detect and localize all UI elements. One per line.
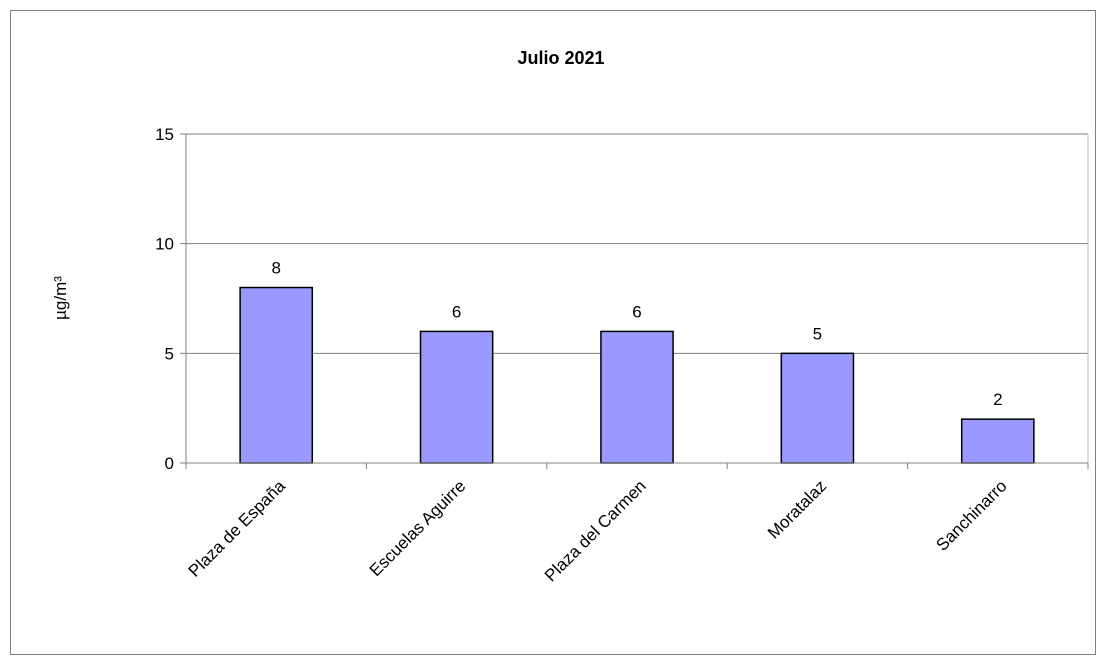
data-label: 6 xyxy=(452,302,461,321)
category-label: Plaza del Carmen xyxy=(541,476,650,585)
y-tick-label: 5 xyxy=(165,344,174,363)
bar xyxy=(780,352,855,464)
bar xyxy=(419,330,494,464)
category-label: Escuelas Aguirre xyxy=(366,476,470,580)
category-label: Moratalaz xyxy=(764,476,830,542)
category-label: Sanchinarro xyxy=(932,476,1010,554)
y-tick-label: 0 xyxy=(165,454,174,473)
bar xyxy=(600,330,674,464)
bar xyxy=(239,286,314,464)
y-tick-label: 10 xyxy=(155,235,174,254)
data-label: 8 xyxy=(271,259,280,278)
data-label: 6 xyxy=(632,302,641,321)
chart-title: Julio 2021 xyxy=(517,48,604,68)
y-axis-label: µg/m³ xyxy=(51,276,70,320)
data-label: 5 xyxy=(813,324,822,343)
category-label: Plaza de España xyxy=(185,476,290,581)
chart-frame xyxy=(10,10,1096,655)
bars: 8 6 6 5 2 xyxy=(239,259,1035,464)
bar xyxy=(960,418,1035,464)
data-label: 2 xyxy=(993,390,1002,409)
y-tick-label: 15 xyxy=(155,125,174,144)
